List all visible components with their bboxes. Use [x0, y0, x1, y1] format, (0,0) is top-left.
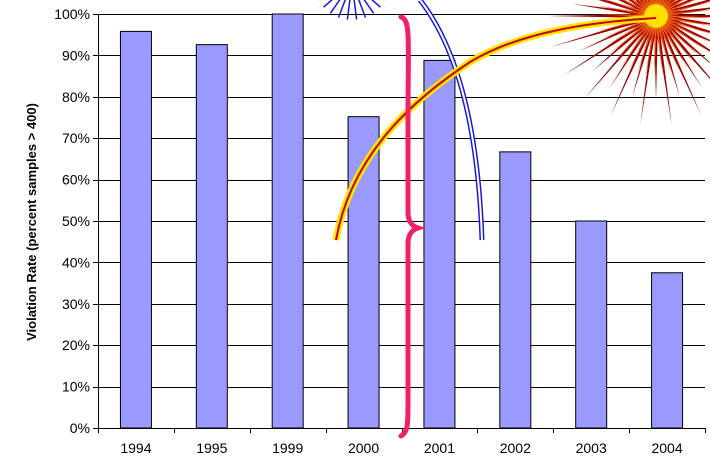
x-tick-label: 2003	[576, 440, 607, 456]
x-tick-label: 2000	[348, 440, 379, 456]
x-tick-label: 2001	[424, 440, 455, 456]
blue-ray	[371, 0, 381, 8]
y-tick-label: 40%	[62, 254, 90, 270]
x-tick-label: 1999	[272, 440, 303, 456]
burst-core	[644, 4, 668, 28]
y-tick-labels: 0% 10% 20% 30% 40% 50% 60% 70% 80% 90% 100%	[54, 6, 90, 436]
bars	[119, 13, 684, 429]
blue-ray	[346, 0, 351, 20]
bar-1994	[119, 30, 152, 429]
blue-ray	[329, 0, 341, 14]
x-tick-labels: 1994 1995 1999 2000 2001 2002 2003 2004	[120, 440, 682, 456]
y-tick-label: 20%	[62, 337, 90, 353]
y-tick-label: 10%	[62, 379, 90, 395]
y-tick-label: 60%	[62, 172, 90, 188]
y-tick-label: 70%	[62, 130, 90, 146]
y-axis-title: Violation Rate (percent samples > 400)	[24, 103, 39, 341]
y-tick-label: 50%	[62, 213, 90, 229]
bar-2004	[651, 272, 684, 429]
x-tick-label: 2002	[500, 440, 531, 456]
blue-trail-icon	[419, 0, 483, 241]
bar-2002	[499, 151, 532, 429]
y-tick-label: 90%	[62, 47, 90, 63]
bar-2003	[575, 220, 608, 429]
bar-1999	[271, 13, 304, 429]
blue-firework-icon	[318, 0, 386, 20]
rocket-trail-icon	[335, 17, 657, 241]
y-tick-label: 80%	[62, 89, 90, 105]
x-tick-label: 2004	[651, 440, 682, 456]
y-tick-label: 0%	[70, 420, 90, 436]
x-tick-label: 1994	[120, 440, 151, 456]
bar-1995	[195, 44, 228, 429]
fireworks-decoration	[318, 0, 710, 439]
y-tick-label: 30%	[62, 296, 90, 312]
blue-ray	[337, 0, 346, 18]
x-tick-label: 1995	[196, 440, 227, 456]
gridlines	[98, 14, 705, 429]
bar-2001	[423, 59, 456, 429]
brace-icon	[398, 14, 426, 439]
rocket-trail-icon	[332, 14, 657, 241]
y-tick-label: 100%	[54, 6, 90, 22]
blue-ray	[358, 0, 367, 18]
blue-ray	[353, 0, 358, 20]
blue-ray	[323, 0, 333, 8]
blue-ray	[363, 0, 375, 14]
axes	[93, 14, 706, 433]
